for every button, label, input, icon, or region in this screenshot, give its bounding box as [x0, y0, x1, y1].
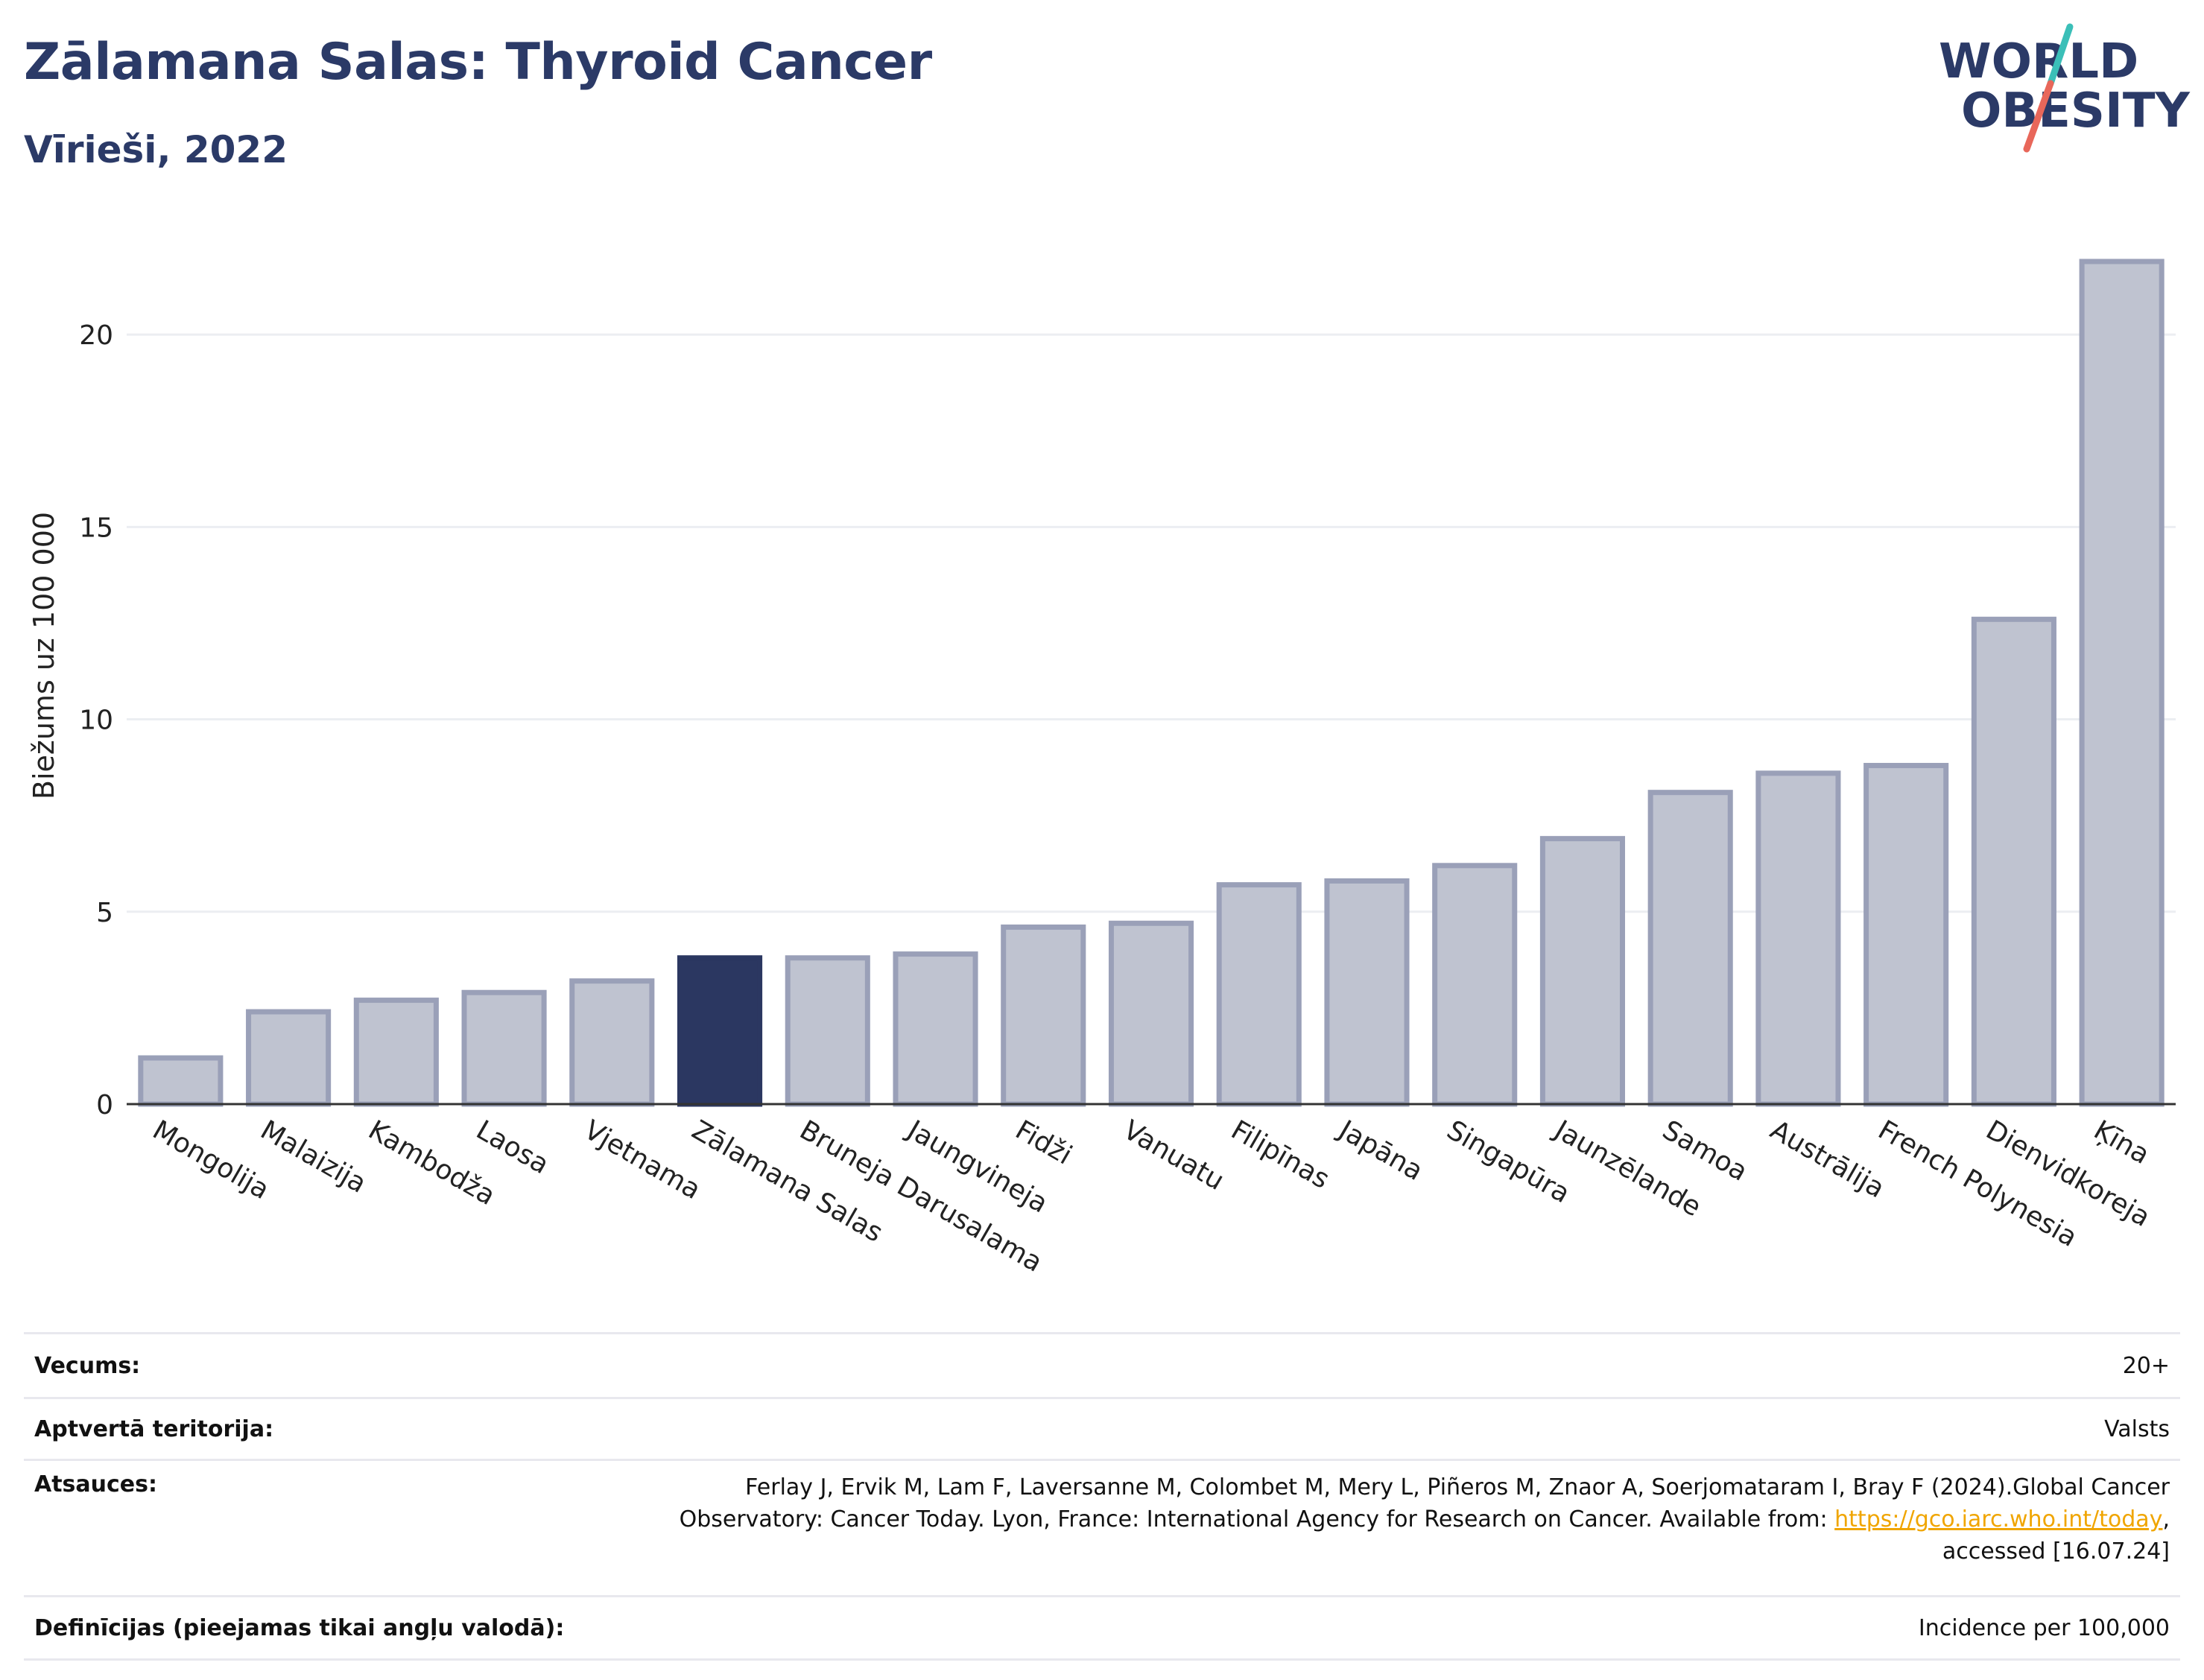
references-value: Ferlay J, Ervik M, Lam F, Laversanne M, …	[600, 1459, 2180, 1597]
info-row-coverage: Aptvertā teritorija: Valsts	[24, 1397, 2180, 1461]
x-tick-label: Ķīna	[2089, 1115, 2154, 1170]
bar-laosa	[461, 989, 547, 1107]
x-tick-label: French Polynesia	[1873, 1115, 2083, 1253]
bar-jaungvineja	[893, 951, 978, 1107]
x-tick-label: Austrālija	[1765, 1115, 1890, 1204]
references-line-2-end: ,	[2162, 1506, 2170, 1532]
bar-kambodža	[353, 998, 439, 1107]
bar-dienvidkoreja	[1971, 616, 2056, 1107]
x-tick-label: Malaizija	[256, 1115, 372, 1199]
x-tick-label: Filipīnas	[1226, 1115, 1334, 1195]
references-label: Atsauces:	[24, 1459, 601, 1597]
y-tick-labels: 0 5 10 15 20	[79, 320, 113, 1120]
definitions-label: Definīcijas (pieejamas tikai angļu valod…	[24, 1595, 601, 1661]
bar-bruneja-darusalama	[785, 955, 870, 1107]
x-tick-label: Laosa	[471, 1115, 554, 1180]
coverage-value: Valsts	[600, 1397, 2180, 1461]
x-tick-label: Mongolija	[148, 1115, 274, 1205]
y-axis-label: Biežums uz 100 000	[28, 512, 60, 799]
x-tick-label: Japāna	[1332, 1114, 1428, 1187]
bar-zālamana-salas	[677, 955, 763, 1107]
bar-filipīnas	[1216, 882, 1302, 1107]
x-tick-label: Singapūra	[1442, 1115, 1575, 1209]
bars	[138, 259, 2165, 1107]
age-value: 20+	[600, 1332, 2180, 1399]
info-row-age: Vecums: 20+	[24, 1332, 2180, 1399]
y-tick-label: 10	[79, 706, 113, 736]
bar-austrālija	[1755, 770, 1841, 1107]
logo-line2: OBESITY	[1961, 83, 2190, 139]
age-label: Vecums:	[24, 1332, 601, 1399]
references-line-3: accessed [16.07.24]	[1942, 1538, 2170, 1565]
coverage-label: Aptvertā teritorija:	[24, 1397, 601, 1461]
bar-samoa	[1647, 790, 1733, 1107]
logo-line1: WORLD	[1939, 34, 2138, 89]
y-tick-label: 5	[96, 898, 113, 928]
bar-malaizija	[246, 1009, 332, 1107]
y-tick-label: 15	[79, 513, 113, 543]
info-row-references: Atsauces: Ferlay J, Ervik M, Lam F, Lave…	[24, 1459, 2180, 1597]
chart-subtitle: Vīrieši, 2022	[24, 128, 288, 171]
bar-mongolija	[138, 1055, 224, 1107]
references-line-2-text: Observatory: Cancer Today. Lyon, France:…	[679, 1506, 1835, 1532]
info-row-definitions: Definīcijas (pieejamas tikai angļu valod…	[24, 1595, 2180, 1661]
bar-japāna	[1324, 878, 1410, 1107]
bar-french-polynesia	[1863, 763, 1949, 1107]
logo-slash-teal	[2047, 23, 2074, 87]
y-tick-label: 0	[96, 1090, 113, 1120]
bar-singapūra	[1432, 863, 1518, 1107]
bar-vjetnama	[569, 978, 655, 1107]
world-obesity-logo: WORLD OBESITY	[1939, 23, 2190, 153]
bar-ķīna	[2079, 259, 2165, 1107]
x-tick-label: Fidži	[1010, 1115, 1077, 1170]
references-line-1: Ferlay J, Ervik M, Lam F, Laversanne M, …	[745, 1474, 2170, 1500]
x-tick-label: Vjetnama	[579, 1115, 706, 1205]
bar-jaunzēlande	[1539, 836, 1626, 1107]
info-table: Vecums: 20+ Aptvertā teritorija: Valsts …	[24, 1332, 2180, 1661]
bar-vanuatu	[1108, 920, 1194, 1107]
x-tick-label: Zālamana Salas	[687, 1115, 888, 1248]
logo-slash-coral	[2023, 80, 2054, 153]
x-tick-label: Vanuatu	[1118, 1115, 1229, 1196]
references-line-2: Observatory: Cancer Today. Lyon, France:…	[610, 1503, 2170, 1535]
references-link[interactable]: https://gco.iarc.who.int/today	[1834, 1506, 2163, 1532]
definitions-value: Incidence per 100,000	[600, 1595, 2180, 1661]
bar-fidži	[1001, 924, 1086, 1107]
y-tick-label: 20	[79, 320, 113, 351]
chart-title: Zālamana Salas: Thyroid Cancer	[24, 33, 932, 92]
